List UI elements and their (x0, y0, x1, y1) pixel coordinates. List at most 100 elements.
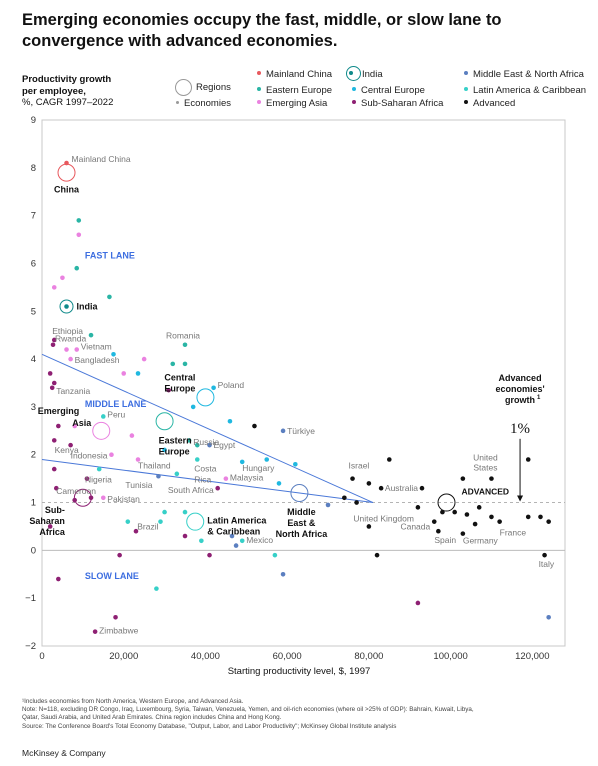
region-label: Europe (159, 446, 190, 456)
legend: Regions Economies Mainland China Eastern… (0, 0, 598, 120)
y-tick-label: 4 (31, 354, 36, 365)
y-tick-label: 9 (31, 115, 36, 126)
economy-point (125, 519, 131, 524)
legend-item-advanced: Advanced (464, 98, 515, 109)
economy-point (84, 476, 90, 481)
economy-point (141, 356, 147, 362)
economy-point (113, 615, 118, 620)
economy-label: Egypt (214, 440, 236, 450)
economy-point (366, 524, 372, 529)
economy-point (293, 461, 298, 467)
economy-point (51, 285, 57, 290)
economy-label: South Africa (168, 485, 214, 495)
economy-label: Nigeria (85, 475, 112, 485)
legend-dot (257, 100, 261, 105)
economy-point (276, 481, 282, 486)
region-label: Eastern (159, 435, 192, 445)
economy-point (154, 586, 159, 591)
economy-label: Pakistan (107, 494, 140, 504)
legend-dot (464, 71, 468, 76)
legend-economies: Economies (176, 98, 231, 109)
y-tick-label: 3 (31, 402, 36, 413)
region-label: ADVANCED (462, 487, 510, 497)
economy-point (525, 457, 531, 462)
economy-point (51, 438, 57, 443)
economy-point (264, 457, 270, 462)
legend-label: Latin America & Caribbean (473, 85, 587, 96)
region-marker (437, 493, 456, 512)
economy-point (489, 476, 494, 481)
legend-dot (464, 100, 468, 105)
economy-label: Spain (434, 535, 456, 545)
economy-label: Malaysia (230, 473, 264, 483)
y-tick-label: −2 (25, 641, 36, 652)
region-label: Africa (39, 527, 66, 537)
legend-item-india: India (349, 69, 383, 80)
economy-point (207, 552, 212, 558)
economy-point (366, 481, 372, 486)
x-tick-label: 100,000 (433, 651, 467, 662)
economy-point (74, 265, 80, 271)
economy-point (227, 418, 233, 424)
y-axis-title-line3: %, CAGR 1997–2022 (22, 97, 114, 108)
convergence-line-slow (41, 459, 374, 504)
region-marker (155, 412, 174, 431)
economy-point (50, 342, 56, 348)
economy-point (525, 514, 531, 520)
legend-label: Emerging Asia (266, 98, 328, 109)
region-label: Europe (164, 383, 195, 393)
economy-label: Mexico (246, 535, 273, 545)
legend-economies-label: Economies (184, 98, 231, 109)
economy-point (76, 232, 82, 238)
economy-point (117, 552, 122, 558)
footnote-2: Note: N=118, excluding DR Congo, Iraq, L… (22, 706, 474, 714)
y-tick-label: 8 (31, 163, 36, 174)
region-marker (196, 388, 215, 407)
fast-lane-label: FAST LANE (85, 251, 135, 261)
economy-label: Kenya (55, 445, 79, 455)
legend-label: India (362, 69, 383, 80)
economy-point (489, 514, 494, 520)
economy-point (280, 428, 286, 434)
region-marker (59, 299, 74, 314)
chart-title: Emerging economies occupy the fast, midd… (22, 11, 502, 50)
region-marker (92, 421, 111, 440)
legend-india-ring (346, 66, 361, 81)
middle-lane-label: MIDDLE LANE (85, 399, 147, 409)
x-tick-label: 60,000 (273, 651, 302, 662)
economy-point (223, 476, 229, 481)
legend-label: Middle East & North Africa (473, 69, 584, 80)
economy-point (166, 387, 171, 393)
advanced-growth-label-3: growth (505, 395, 535, 405)
economy-point (51, 380, 57, 386)
economy-label: Hungary (242, 463, 275, 473)
advanced-growth-arrow-head (517, 495, 524, 502)
economy-point (107, 294, 112, 300)
legend-dot (349, 71, 353, 76)
y-tick-label: 6 (31, 258, 36, 269)
economy-point (325, 502, 331, 508)
y-tick-label: 2 (31, 450, 36, 461)
region-label: Emerging (38, 406, 80, 416)
economy-point (51, 337, 57, 343)
economy-point (64, 347, 69, 352)
legend-dot (352, 87, 356, 92)
region-label: Middle (287, 507, 316, 517)
x-tick-label: 20,000 (109, 651, 138, 662)
economy-point (182, 533, 188, 539)
region-marker (290, 483, 309, 502)
legend-label: Sub-Saharan Africa (361, 98, 444, 109)
economy-point (415, 600, 421, 606)
economy-point (158, 519, 163, 524)
economy-point (415, 505, 421, 510)
economy-point (280, 571, 286, 577)
economy-point (186, 438, 192, 443)
economy-point (129, 433, 135, 438)
economy-point (233, 543, 239, 548)
y-tick-label: 0 (31, 545, 36, 556)
region-label: Latin America (207, 516, 267, 526)
economy-point (387, 457, 392, 462)
legend-dot (257, 71, 261, 76)
x-tick-label: 120,000 (515, 651, 549, 662)
